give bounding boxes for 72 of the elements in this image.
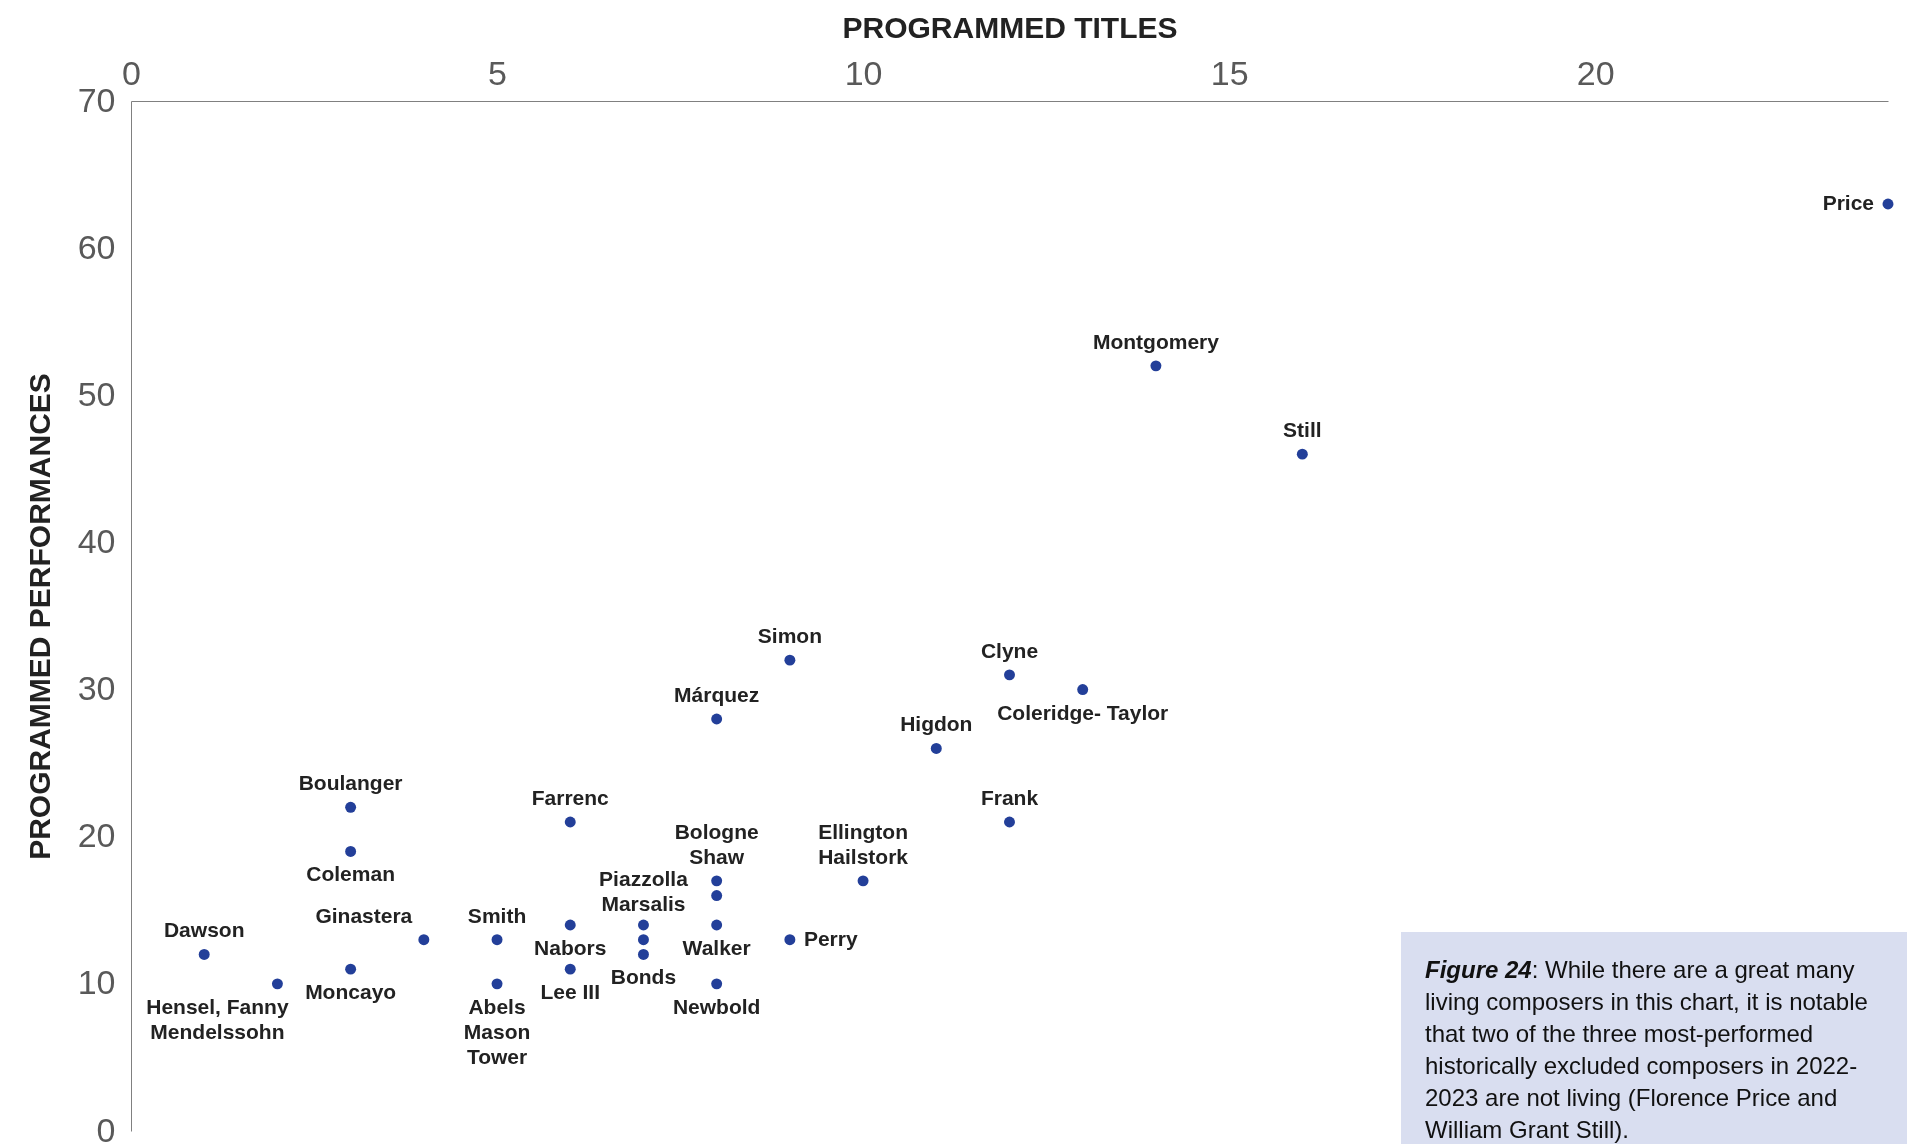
annotation: Farrenc	[531, 786, 610, 809]
point	[491, 934, 503, 946]
point	[564, 816, 576, 828]
annotation: Márquez	[674, 683, 760, 706]
y-axis-title: PROGRAMMED PERFORMANCES	[22, 373, 56, 860]
annotation: Clyne	[980, 638, 1039, 662]
annotation: Smith	[467, 903, 527, 927]
point	[345, 963, 357, 975]
point	[711, 890, 723, 902]
point	[1077, 684, 1089, 696]
point	[637, 919, 649, 931]
point	[198, 948, 210, 960]
point	[711, 875, 723, 887]
annotation: Walker	[682, 936, 751, 959]
y-tick-label: 60	[77, 227, 116, 266]
annotation: Frank	[980, 786, 1039, 809]
point	[784, 654, 796, 666]
point	[1004, 669, 1015, 681]
annotation: Price	[1822, 191, 1874, 214]
annotation: Abels Mason Tower	[463, 994, 531, 1068]
y-tick-label: 50	[77, 374, 116, 413]
point	[711, 713, 723, 725]
annotation: Coleridge- Taylor	[997, 700, 1169, 724]
point	[491, 978, 503, 990]
annotation: Perry	[803, 926, 858, 950]
annotation: Coleman	[306, 862, 395, 886]
point	[857, 875, 869, 887]
annotation: Lee III	[540, 980, 601, 1004]
point	[930, 742, 942, 754]
x-tick-label: 15	[1210, 53, 1249, 92]
annotation: Higdon	[900, 712, 973, 736]
point	[784, 934, 796, 946]
x-tick-label: 5	[488, 53, 507, 92]
x-tick-label: 10	[844, 53, 883, 92]
annotation: Boulanger	[298, 771, 403, 795]
point	[418, 934, 430, 946]
annotation: Ellington Hailstork	[818, 819, 909, 868]
point	[1882, 198, 1894, 210]
point	[711, 919, 723, 931]
annotation: Simon	[757, 624, 822, 648]
point	[1296, 448, 1308, 460]
point	[711, 978, 723, 990]
annotation: Still	[1283, 418, 1322, 442]
annotation: Newbold	[672, 994, 761, 1018]
y-tick-label: 30	[77, 669, 116, 708]
point	[564, 963, 576, 975]
annotation: Montgomery	[1092, 329, 1220, 353]
x-tick-label: 0	[122, 53, 141, 92]
point	[637, 948, 649, 960]
point	[271, 978, 283, 990]
annotation: Dawson	[163, 918, 245, 942]
x-axis-title: PROGRAMMED TITLES	[842, 10, 1178, 44]
point	[564, 919, 576, 931]
point	[345, 845, 357, 857]
point	[345, 801, 357, 813]
annotation: Bonds	[610, 965, 677, 989]
point	[1150, 360, 1162, 372]
annotation: Hensel, Fanny Mendelssohn	[146, 994, 289, 1043]
y-tick-label: 0	[96, 1110, 116, 1144]
point	[637, 934, 649, 946]
annotation: Nabors	[534, 936, 607, 959]
y-tick-label: 70	[77, 80, 116, 119]
y-tick-label: 10	[77, 963, 116, 1002]
annotation: Moncayo	[305, 980, 397, 1004]
annotation: Ginastera	[315, 903, 413, 927]
point	[1004, 816, 1015, 828]
annotation: Bologne Shaw	[674, 819, 759, 868]
x-tick-label: 20	[1576, 53, 1615, 92]
y-tick-label: 20	[77, 816, 116, 855]
y-tick-label: 40	[77, 521, 116, 560]
annotation: Figure 24: While there are a great many living composers in this chart, it is notable that two of the three most-performed historically excluded composers in 2022-2023 are not living (Florence Price and William Grant Still).	[1425, 956, 1868, 1143]
annotation: Piazzolla Marsalis	[599, 867, 689, 915]
